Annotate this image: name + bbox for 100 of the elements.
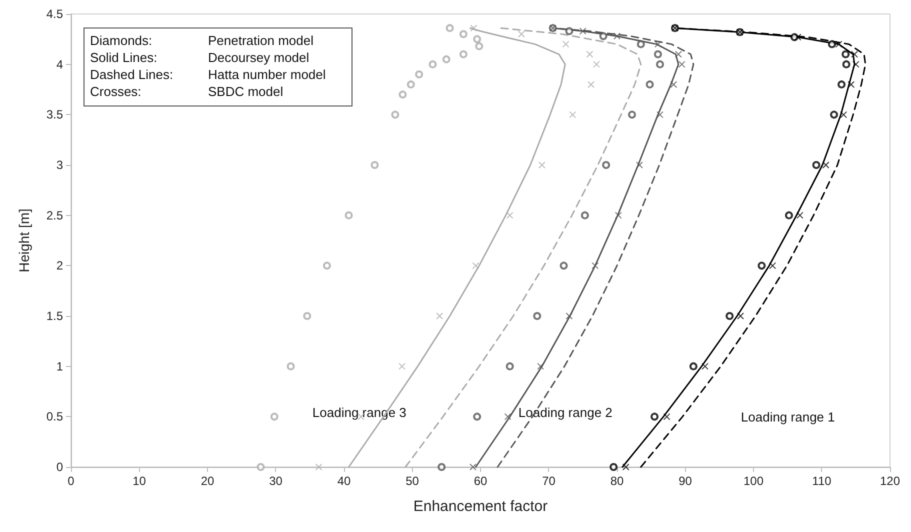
line-series <box>404 27 642 468</box>
point <box>840 111 848 118</box>
point <box>370 161 379 169</box>
point <box>469 464 476 470</box>
point <box>689 362 698 370</box>
point <box>796 212 804 219</box>
point <box>838 80 846 88</box>
point <box>586 50 594 58</box>
point <box>569 111 576 118</box>
text: Dashed Lines: Hatta number model <box>90 67 326 82</box>
point <box>518 30 525 38</box>
point <box>398 362 406 370</box>
point <box>650 412 659 421</box>
point <box>599 32 608 40</box>
x-tick-label: 30 <box>269 474 283 488</box>
x-tick-label: 10 <box>132 474 146 488</box>
x-tick-label: 90 <box>678 474 692 488</box>
point <box>504 413 512 420</box>
point <box>473 412 482 421</box>
point <box>852 60 860 68</box>
point <box>344 211 353 220</box>
point <box>622 464 630 470</box>
y-tick-label: 4 <box>56 57 64 72</box>
y-tick-label: 3 <box>56 158 64 172</box>
point <box>473 35 482 44</box>
point <box>646 80 654 88</box>
point <box>851 50 858 58</box>
x-tick-label: 0 <box>68 474 75 488</box>
point <box>506 362 514 370</box>
point <box>565 27 574 36</box>
x-tick-label: 40 <box>337 474 351 488</box>
y-tick-label: 0 <box>56 460 64 474</box>
point <box>628 110 636 119</box>
point <box>602 161 610 169</box>
annotation: Loading range 2 <box>518 405 612 420</box>
point <box>636 162 644 168</box>
point <box>784 211 793 220</box>
text: Diamonds: Penetration model <box>90 33 314 48</box>
point <box>256 463 265 471</box>
point <box>674 50 682 58</box>
point <box>579 28 586 35</box>
point <box>613 32 620 40</box>
point <box>636 40 645 48</box>
point <box>315 464 322 470</box>
text: Solid Lines: Decoursey model <box>90 50 310 65</box>
y-tick-label: 0.5 <box>46 410 64 424</box>
point <box>848 80 855 88</box>
point <box>303 312 312 320</box>
point <box>656 111 664 118</box>
point <box>670 80 678 88</box>
point <box>398 90 407 99</box>
text: Crosses: SBDC model <box>90 84 284 99</box>
point <box>593 60 600 68</box>
x-tick-label: 20 <box>200 474 214 488</box>
point <box>438 463 446 471</box>
point <box>472 262 480 270</box>
point <box>566 312 573 320</box>
x-tick-label: 80 <box>610 474 624 488</box>
x-tick-label: 110 <box>812 474 832 488</box>
point <box>678 60 686 68</box>
y-tick-label: 4.5 <box>46 7 64 21</box>
point <box>436 312 444 320</box>
point <box>769 262 776 270</box>
point <box>537 362 544 370</box>
point <box>470 24 478 32</box>
point <box>828 40 836 48</box>
point <box>580 211 589 220</box>
y-tick-label: 2.5 <box>46 208 64 222</box>
point <box>835 40 842 48</box>
point <box>654 50 662 58</box>
point <box>322 262 331 270</box>
point <box>614 212 622 219</box>
point <box>506 212 514 219</box>
point <box>459 30 468 38</box>
x-axis-title: Enhancement factor <box>413 498 548 515</box>
x-tick-label: 50 <box>406 474 420 488</box>
point <box>560 262 568 270</box>
point <box>446 24 454 32</box>
point <box>459 50 468 58</box>
point <box>794 34 802 41</box>
point <box>588 80 595 88</box>
x-tick-label: 70 <box>542 474 556 488</box>
x-tick-label: 60 <box>474 474 488 488</box>
point <box>737 312 744 320</box>
point <box>822 162 830 168</box>
point <box>842 50 850 58</box>
point <box>391 110 400 119</box>
point <box>415 70 424 78</box>
point <box>270 412 278 421</box>
point <box>812 161 820 169</box>
point <box>830 110 838 119</box>
point <box>726 312 734 320</box>
point <box>428 60 437 68</box>
point <box>562 40 570 48</box>
y-axis-title: Height [m] <box>16 208 32 272</box>
y-tick-label: 1.5 <box>46 309 64 323</box>
point <box>592 262 599 270</box>
point <box>842 60 850 68</box>
point <box>758 262 766 270</box>
point <box>610 463 618 471</box>
